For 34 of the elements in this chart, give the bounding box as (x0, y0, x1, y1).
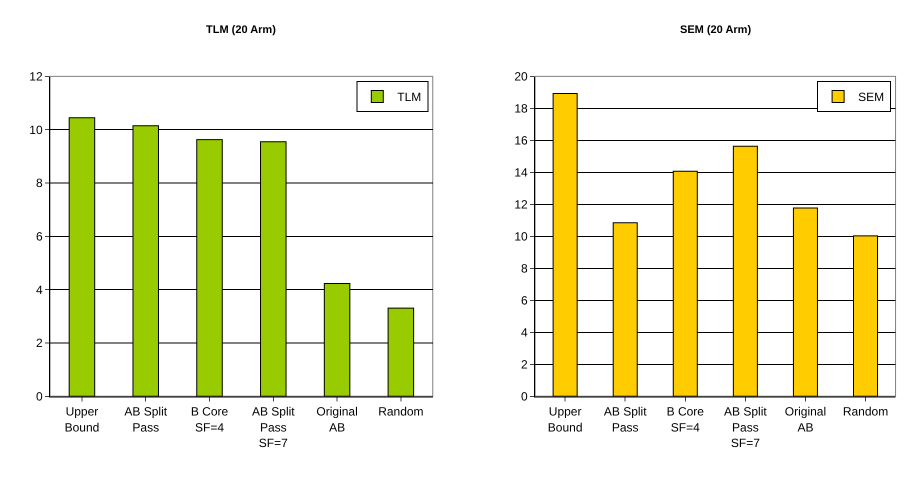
x-tick-label: B Core SF=4 (666, 404, 704, 434)
chart-title: TLM (20 Arm) (206, 24, 276, 36)
x-tick-label: Random (378, 404, 424, 419)
x-tick-label: Upper Bound (64, 404, 100, 434)
y-tick-label: 8 (521, 262, 528, 276)
x-tick-label: Original AB (316, 404, 358, 434)
y-tick-label: 8 (36, 176, 43, 190)
y-tick-label: 6 (36, 230, 43, 244)
y-tick-label: 14 (514, 166, 528, 180)
y-tick-label: 4 (521, 326, 528, 340)
y-tick-label: 18 (514, 102, 528, 116)
x-tick-label: AB Split Pass (604, 404, 648, 434)
y-tick-label: 12 (29, 70, 43, 84)
chart-title: SEM (20 Arm) (680, 24, 752, 36)
y-tick-label: 0 (36, 390, 43, 404)
y-tick-label: 2 (521, 358, 528, 372)
y-tick-label: 10 (514, 230, 528, 244)
legend-label: SEM (858, 90, 884, 104)
x-tick-label: Random (842, 404, 888, 419)
x-tick-label: AB Split Pass (124, 404, 168, 434)
legend-label: TLM (397, 90, 422, 104)
y-tick-label: 4 (36, 282, 43, 297)
y-tick-label: 2 (36, 336, 43, 350)
y-tick-label: 6 (521, 294, 528, 308)
x-tick-label: Original AB (784, 404, 826, 434)
x-tick-label: Upper Bound (548, 404, 582, 434)
x-tick-label: B Core SF=4 (190, 404, 229, 434)
y-tick-label: 10 (29, 122, 43, 137)
y-tick-label: 16 (514, 134, 528, 148)
y-tick-label: 12 (514, 198, 528, 212)
x-tick-label: AB Split Pass SF=7 (724, 404, 768, 450)
y-tick-label: 20 (514, 70, 528, 84)
x-tick-label: AB Split Pass SF=7 (252, 404, 296, 450)
y-tick-label: 0 (521, 390, 528, 404)
